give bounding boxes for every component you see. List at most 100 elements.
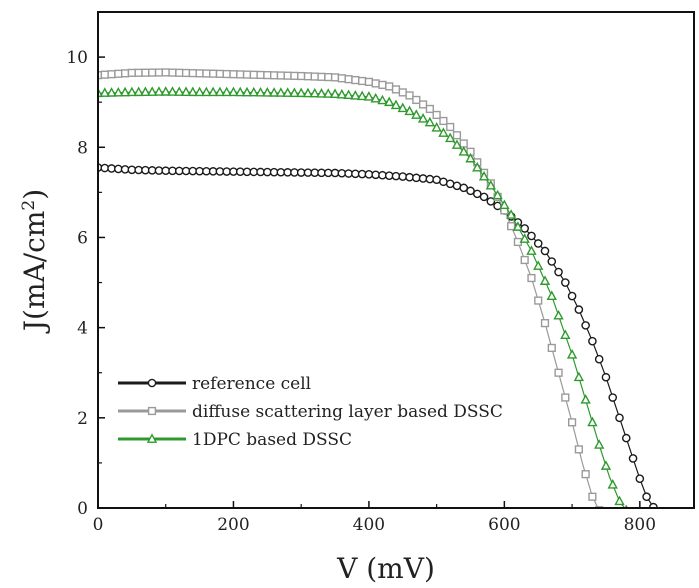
- legend-entry-3: 1DPC based DSSC: [118, 430, 352, 450]
- series-point: [465, 152, 476, 163]
- legend-swatch-marker: [146, 433, 158, 443]
- series-point: [282, 87, 293, 97]
- series-point: [527, 273, 536, 283]
- series-point: [358, 76, 367, 86]
- series-point: [209, 69, 218, 78]
- series-point: [99, 87, 110, 97]
- series-point: [377, 94, 388, 105]
- series-point: [385, 82, 394, 91]
- y-tick-label: 0: [77, 499, 88, 519]
- series-point: [202, 69, 211, 78]
- series-point: [573, 371, 585, 382]
- series-point: [431, 122, 442, 132]
- series-point: [187, 86, 198, 97]
- series-line: [98, 167, 656, 508]
- series-point: [472, 161, 483, 172]
- series-point: [344, 75, 353, 84]
- series-point: [256, 70, 265, 80]
- legend-label: 1DPC based DSSC: [192, 430, 352, 450]
- series-point: [188, 69, 197, 78]
- series-point: [520, 224, 529, 233]
- series-point: [628, 454, 638, 463]
- series-point: [507, 222, 516, 231]
- series-point: [458, 146, 469, 156]
- series-point: [527, 231, 536, 241]
- series-point: [499, 199, 510, 210]
- series-point: [438, 127, 449, 137]
- series-point: [180, 86, 192, 96]
- series-point: [323, 88, 334, 98]
- series-point: [371, 79, 380, 88]
- series-point: [248, 86, 259, 97]
- series-point: [492, 189, 503, 200]
- legend-entry-2: diffuse scattering layer based DSSC: [118, 402, 503, 422]
- series-point: [174, 86, 185, 96]
- series-point: [519, 233, 530, 243]
- series-point: [607, 479, 618, 489]
- series-point: [466, 186, 475, 196]
- series-point: [214, 86, 226, 97]
- series-point: [120, 69, 130, 78]
- series-point: [520, 255, 529, 265]
- legend-entry-1: reference cell: [118, 374, 311, 394]
- x-tick-label: 600: [488, 515, 520, 535]
- series-point: [148, 68, 157, 77]
- series-point: [600, 460, 612, 470]
- series-point: [561, 278, 570, 287]
- series-point: [100, 70, 109, 79]
- series-point: [249, 70, 258, 79]
- series-point: [642, 492, 651, 502]
- y-tick-label: 8: [77, 138, 88, 158]
- series-point: [114, 69, 123, 78]
- series-point: [594, 354, 604, 364]
- series-point: [168, 68, 177, 77]
- series-point: [608, 393, 618, 402]
- series-point: [567, 418, 577, 427]
- series-point: [119, 86, 131, 97]
- series-point: [255, 86, 266, 97]
- series-point: [107, 70, 116, 79]
- series-point: [554, 368, 563, 377]
- series-point: [370, 92, 381, 103]
- series-point: [336, 88, 347, 99]
- y-tick-label: 4: [77, 319, 88, 339]
- series-point: [276, 71, 285, 80]
- series-point: [635, 474, 645, 483]
- series-point: [534, 296, 543, 305]
- series-point: [445, 132, 456, 143]
- series-point: [235, 86, 246, 97]
- series-point: [567, 291, 577, 301]
- legend-label: reference cell: [192, 374, 311, 394]
- series-point: [161, 68, 170, 77]
- series-point: [330, 73, 340, 82]
- series-point: [439, 116, 448, 126]
- series-line: [98, 91, 626, 508]
- series-point: [478, 170, 490, 181]
- series-point: [486, 197, 496, 206]
- series-point: [574, 305, 584, 314]
- series-point: [290, 71, 299, 80]
- series-point: [547, 343, 556, 353]
- series-point: [275, 87, 287, 97]
- series-point: [207, 86, 219, 97]
- series-layer: [98, 68, 658, 508]
- series-point: [566, 349, 578, 359]
- series-point: [310, 72, 319, 81]
- series-point: [601, 372, 611, 382]
- series-point: [181, 68, 191, 78]
- series-point: [263, 71, 272, 80]
- series-point: [446, 122, 455, 132]
- series-3: [98, 86, 629, 508]
- series-point: [221, 86, 232, 97]
- legend-label: diffuse scattering layer based DSSC: [192, 402, 503, 422]
- series-point: [553, 309, 564, 320]
- series-point: [242, 70, 252, 79]
- series-point: [302, 87, 314, 98]
- series-point: [547, 257, 557, 266]
- series-point: [160, 86, 171, 96]
- series-point: [283, 71, 292, 80]
- series-point: [424, 116, 436, 127]
- series-point: [337, 74, 346, 83]
- series-point: [229, 70, 238, 79]
- series-point: [175, 68, 184, 77]
